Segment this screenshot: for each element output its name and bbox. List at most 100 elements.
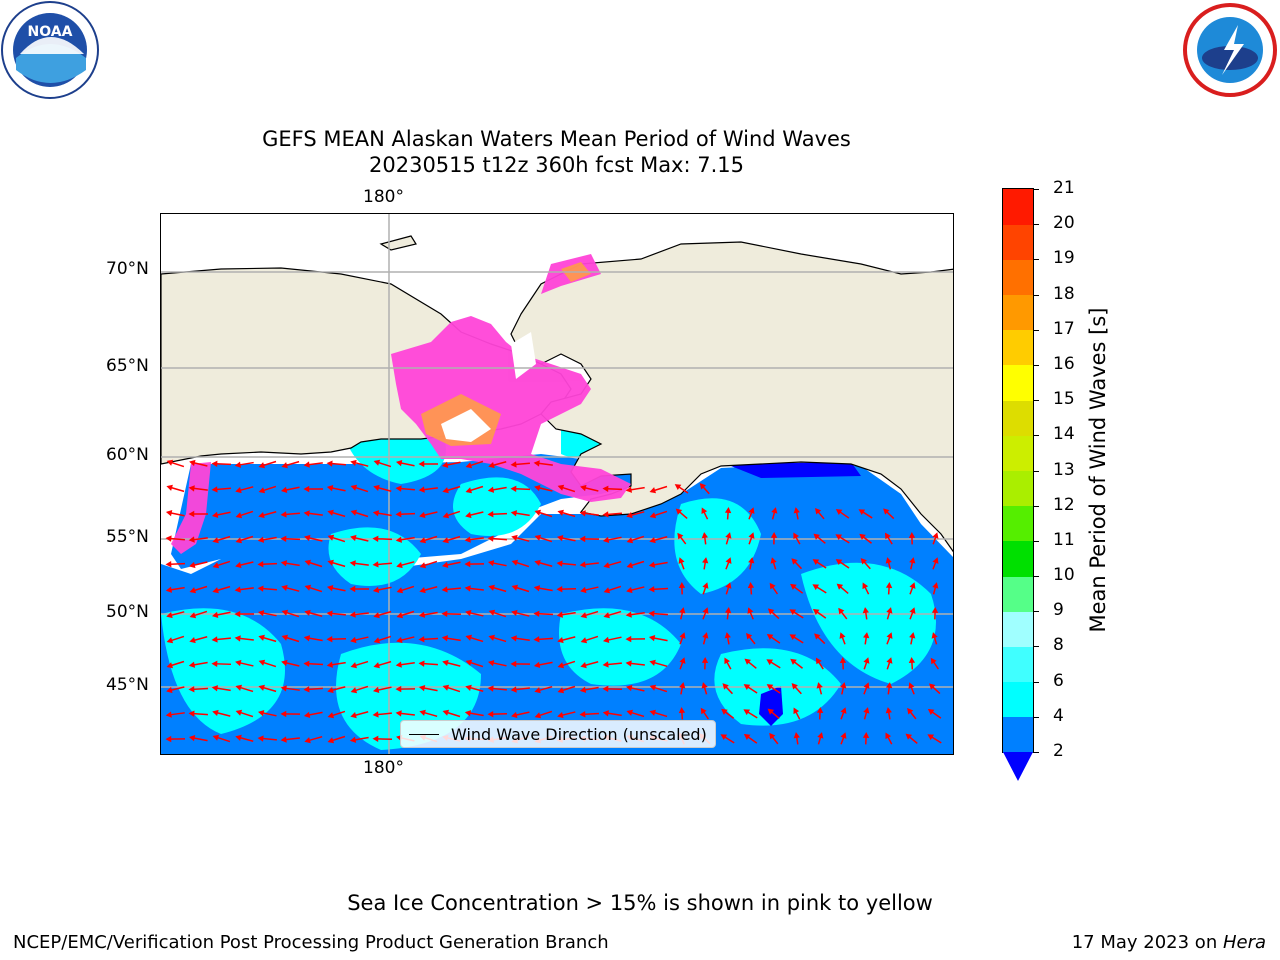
wave-arrow-head xyxy=(702,557,709,564)
wave-arrow-head xyxy=(602,511,609,518)
wave-arrow-head xyxy=(235,734,242,741)
wave-arrow-head xyxy=(212,587,219,594)
colorbar-tick-label: 10 xyxy=(1053,565,1075,586)
wave-arrow-head xyxy=(649,684,657,691)
wave-arrow-head xyxy=(679,607,686,614)
wave-arrow-head xyxy=(465,511,472,519)
wave-arrow-head xyxy=(487,710,494,718)
wave-arrow-head xyxy=(419,562,427,569)
colorbar-tick-label: 4 xyxy=(1053,705,1064,726)
wave-arrow-head xyxy=(189,459,196,467)
wave-arrow-head xyxy=(281,659,288,667)
wave-arrow-head xyxy=(679,682,686,689)
wave-arrow-head xyxy=(372,735,379,743)
wave-arrow-head xyxy=(725,532,732,539)
wave-arrow-head xyxy=(396,612,404,619)
colorbar xyxy=(1002,188,1034,753)
wave-arrow-head xyxy=(165,586,173,593)
wave-arrow-head xyxy=(816,682,823,689)
colorbar-tick xyxy=(1033,752,1039,753)
legend-line-icon xyxy=(409,733,439,735)
wave-arrow-head xyxy=(281,634,289,641)
wave-arrow-head xyxy=(372,510,380,517)
colorbar-segment xyxy=(1003,716,1033,753)
wave-arrow-head xyxy=(350,687,358,694)
colorbar-tick-label: 19 xyxy=(1053,248,1075,269)
wave-arrow-head xyxy=(625,486,633,493)
colorbar-tick-label: 13 xyxy=(1053,459,1075,480)
wave-arrow-head xyxy=(488,584,495,591)
wave-arrow-head xyxy=(580,612,588,619)
wave-arrow-head xyxy=(835,509,843,515)
wave-arrow-head xyxy=(702,607,709,614)
lon-label-bottom: 180° xyxy=(363,758,404,778)
wave-arrow-head xyxy=(748,532,755,539)
wave-arrow-head xyxy=(674,484,682,490)
wave-arrow-head xyxy=(626,586,633,594)
colorbar-segment xyxy=(1003,435,1033,471)
wave-arrow-head xyxy=(770,532,778,538)
wave-arrow-head xyxy=(769,732,776,740)
wave-arrow-head xyxy=(886,632,893,639)
wave-arrow-head xyxy=(372,535,379,542)
wave-arrow-head xyxy=(510,635,517,642)
wave-arrow-head xyxy=(724,507,732,514)
wave-arrow-head xyxy=(212,562,220,569)
wave-arrow-head xyxy=(579,535,586,543)
wave-arrow-head xyxy=(257,561,264,568)
wave-arrow-head xyxy=(487,659,495,667)
lat-label-60: 60°N xyxy=(106,445,149,465)
colorbar-tick xyxy=(1033,224,1039,226)
wave-arrow-head xyxy=(258,512,265,519)
wave-arrow-head xyxy=(188,710,195,717)
wave-arrow-head xyxy=(257,735,264,742)
wave-arrow-head xyxy=(303,686,310,693)
wave-arrow-head xyxy=(701,682,708,689)
wave-arrow-head xyxy=(235,537,243,544)
wave-arrow-head xyxy=(212,734,220,741)
wave-arrow-head xyxy=(326,584,334,592)
wave-arrow-head xyxy=(534,534,542,541)
wave-arrow-head xyxy=(907,707,914,715)
wave-arrow-head xyxy=(701,507,708,515)
wave-arrow-head xyxy=(885,582,893,589)
wave-arrow-head xyxy=(212,709,219,716)
wave-arrow-head xyxy=(349,585,356,593)
wave-arrow-head xyxy=(557,662,565,669)
wave-arrow-head xyxy=(510,510,518,517)
wave-arrow-head xyxy=(556,534,564,542)
wave-arrow-head xyxy=(862,607,869,614)
wave-arrow-head xyxy=(725,557,732,564)
noaa-logo: NOAA xyxy=(0,0,104,104)
lat-label-65: 65°N xyxy=(106,356,149,376)
wave-arrow-head xyxy=(396,587,404,594)
colorbar-tick xyxy=(1033,505,1039,507)
wave-arrow-head xyxy=(817,732,824,739)
wave-arrow-head xyxy=(189,637,196,644)
wave-arrow-head xyxy=(188,735,196,742)
wave-arrow-head xyxy=(211,511,219,518)
wave-arrow-head xyxy=(510,485,517,492)
wave-arrow-head xyxy=(699,483,706,490)
wave-arrow-head xyxy=(350,712,357,719)
wave-arrow-head xyxy=(814,507,822,515)
wave-arrow-head xyxy=(557,636,564,644)
wave-arrow-head xyxy=(258,684,265,691)
wave-arrow-head xyxy=(885,557,892,564)
wave-arrow-head xyxy=(235,487,242,494)
wave-arrow-head xyxy=(304,584,312,591)
wave-arrow-head xyxy=(396,636,403,644)
colorbar-segment xyxy=(1003,540,1033,577)
wave-arrow-head xyxy=(724,632,731,639)
wave-arrow-head xyxy=(840,682,847,689)
wave-arrow-head xyxy=(258,659,266,666)
wave-arrow-head xyxy=(557,509,564,516)
wave-arrow-head xyxy=(884,532,891,540)
wave-arrow-head xyxy=(441,561,449,569)
wave-arrow-head xyxy=(579,686,587,693)
wave-arrow-head xyxy=(649,659,656,666)
colorbar-segment xyxy=(1003,224,1033,260)
colorbar-tick xyxy=(1033,435,1039,437)
sea-ice-note: Sea Ice Concentration > 15% is shown in … xyxy=(347,891,933,915)
wave-arrow-head xyxy=(418,611,426,618)
